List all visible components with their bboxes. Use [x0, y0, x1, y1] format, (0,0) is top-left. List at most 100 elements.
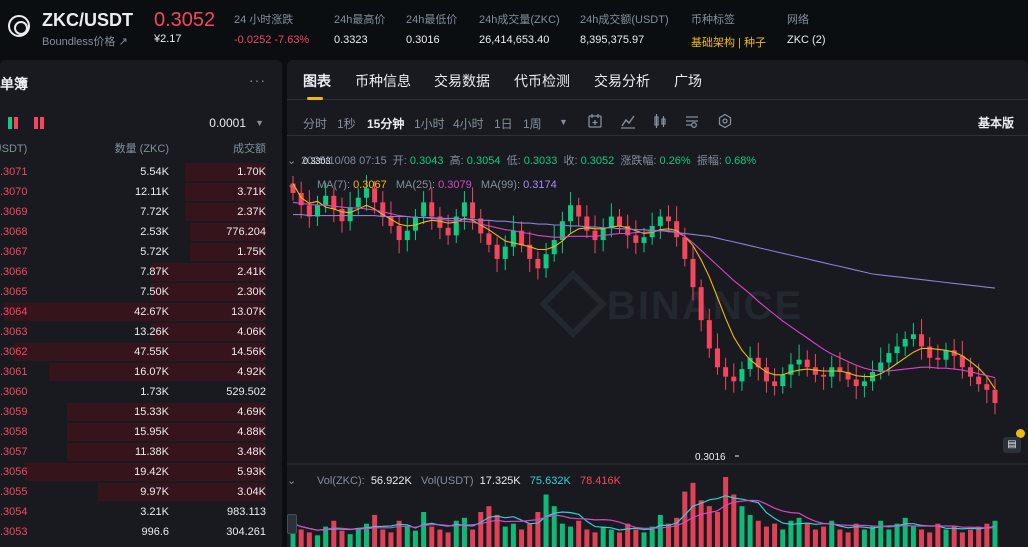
ask-price: .3064: [0, 306, 28, 318]
calendar-plus-icon[interactable]: [587, 113, 603, 129]
ma99-label: MA(99):: [480, 179, 521, 191]
candle-body: [853, 379, 859, 387]
candle-body: [478, 218, 484, 234]
tick-size-selector[interactable]: 0.0001: [209, 116, 262, 130]
stat-24h-volume-quote: 24h成交额(USDT) 8,395,375.97: [580, 11, 669, 46]
tab-square[interactable]: 广场: [674, 73, 702, 89]
ask-row[interactable]: .3066 7.87K 2.41K: [0, 262, 282, 282]
view-asks-icon[interactable]: [34, 117, 44, 129]
view-both-icon[interactable]: [8, 117, 18, 129]
ask-row[interactable]: .3056 19.42K 5.93K: [0, 462, 282, 482]
interval-line[interactable]: 分时: [303, 117, 328, 131]
order-book-panel: 单簿 ··· 0.0001 ▼ 价格(USDT) 数量 (ZKC) 成交额 .3…: [0, 60, 282, 547]
ask-row[interactable]: .3057 11.38K 3.48K: [0, 442, 282, 462]
ma-toggle-caret-icon[interactable]: ⌄: [287, 179, 297, 191]
ask-quantity: 996.6: [141, 526, 169, 538]
ask-row[interactable]: .3067 5.72K 1.75K: [0, 242, 282, 262]
vol-usdt-value: 17.325K: [479, 475, 521, 487]
ask-price: .3062: [0, 346, 28, 358]
volume-bar: [298, 529, 304, 547]
candle-style-icon[interactable]: [652, 113, 668, 129]
volume-toggle-caret-icon[interactable]: ⌄: [287, 475, 297, 487]
ask-price: .3057: [0, 446, 28, 458]
candle-body: [372, 188, 378, 203]
candle-body: [837, 367, 843, 372]
ma-line-MA7: [292, 183, 996, 390]
ask-total: 2.37K: [237, 206, 266, 218]
tab-coin-info[interactable]: 币种信息: [355, 73, 411, 89]
more-intervals-caret-icon[interactable]: ▼: [559, 117, 568, 127]
ask-quantity: 42.67K: [134, 306, 169, 318]
candle-body: [576, 205, 582, 217]
candle-body: [543, 254, 549, 269]
interval-1s[interactable]: 1秒: [337, 117, 356, 131]
hexagon-settings-icon[interactable]: [717, 113, 733, 129]
ask-row[interactable]: .3054 3.21K 983.113: [0, 502, 282, 522]
ask-row[interactable]: .3055 9.97K 3.04K: [0, 482, 282, 502]
ask-row[interactable]: .3069 7.72K 2.37K: [0, 202, 282, 222]
candle-body: [796, 359, 802, 365]
candle-body: [314, 205, 320, 217]
ask-price: .3055: [0, 486, 28, 498]
ask-row[interactable]: .3059 15.33K 4.69K: [0, 402, 282, 422]
more-options-icon[interactable]: ···: [249, 72, 266, 88]
live-price-dot: [1016, 429, 1025, 438]
project-price-link[interactable]: Boundless价格 ↗: [42, 33, 128, 49]
ask-row[interactable]: .3058 15.95K 4.88K: [0, 422, 282, 442]
coin-tag-links[interactable]: 基础架构 | 种子: [691, 37, 766, 49]
ask-row[interactable]: .3063 13.26K 4.06K: [0, 322, 282, 342]
interval-1h[interactable]: 1小时: [414, 117, 445, 131]
candle-body: [461, 202, 467, 217]
pair-symbol[interactable]: ZKC/USDT: [42, 10, 133, 30]
ask-row[interactable]: .3062 47.55K 14.56K: [0, 342, 282, 362]
stat-24h-low: 24h最低价 0.3016: [406, 11, 457, 46]
depth-bar: [67, 403, 266, 421]
ask-row[interactable]: .3061 16.07K 4.92K: [0, 362, 282, 382]
tab-token-check[interactable]: 代币检测: [514, 73, 570, 89]
stat-value: 0.3016: [406, 34, 440, 46]
tab-chart[interactable]: 图表: [303, 73, 331, 89]
interval-4h[interactable]: 4小时: [453, 117, 484, 131]
low-label: 低:: [506, 155, 521, 167]
interval-1d[interactable]: 1日: [494, 117, 513, 131]
candle-body: [706, 320, 712, 349]
volume-bar: [902, 517, 908, 547]
volume-readout: ⌄ Vol(ZKC): 56.922K Vol(USDT) 17.325K 75.…: [287, 474, 621, 487]
price-chart[interactable]: [287, 60, 1028, 547]
ask-total: 5.93K: [237, 466, 266, 478]
basic-view-toggle[interactable]: 基本版: [977, 116, 1014, 130]
collapse-caret-icon[interactable]: ⌄: [287, 155, 297, 167]
display-settings-icon[interactable]: [684, 113, 700, 129]
chart-toolbar: 分时 1秒 15分钟 1小时 4小时 1日 1周 ▼ 基本版: [287, 106, 1028, 136]
trade-panel-icon[interactable]: ▤: [1003, 437, 1021, 453]
ask-quantity: 7.50K: [140, 286, 169, 298]
ask-quantity: 7.87K: [140, 266, 169, 278]
ask-row[interactable]: .3070 12.11K 3.71K: [0, 182, 282, 202]
stat-label: 24h最低价: [406, 14, 458, 26]
volume-bar: [665, 523, 671, 547]
ask-row[interactable]: .3060 1.73K 529.502: [0, 382, 282, 402]
network-selector[interactable]: ZKC (2): [787, 34, 826, 46]
stat-label: 24h成交量(ZKC): [479, 14, 560, 26]
ask-row[interactable]: .3065 7.50K 2.30K: [0, 282, 282, 302]
ask-price: .3065: [0, 286, 28, 298]
tab-trading-data[interactable]: 交易数据: [434, 73, 490, 89]
volume-pane-handle[interactable]: [287, 514, 297, 534]
interval-1w[interactable]: 1周: [523, 117, 542, 131]
ask-row[interactable]: .3071 5.54K 1.70K: [0, 162, 282, 182]
candle-body: [976, 376, 982, 385]
volume-bar: [951, 526, 957, 547]
volume-bar: [461, 517, 467, 547]
interval-15m[interactable]: 15分钟: [367, 117, 405, 131]
indicator-icon[interactable]: [620, 113, 636, 129]
ask-row[interactable]: .3064 42.67K 13.07K: [0, 302, 282, 322]
volume-bar: [347, 534, 353, 547]
ask-row[interactable]: .3068 2.53K 776.204: [0, 222, 282, 242]
vol-zkc-value: 56.922K: [370, 475, 412, 487]
candle-body: [665, 216, 671, 222]
candle-body: [861, 381, 867, 387]
candle-body: [404, 230, 410, 241]
tab-trade-analysis[interactable]: 交易分析: [594, 73, 650, 89]
ask-price: .3070: [0, 186, 28, 198]
ask-row[interactable]: .3053 996.6 304.261: [0, 522, 282, 542]
